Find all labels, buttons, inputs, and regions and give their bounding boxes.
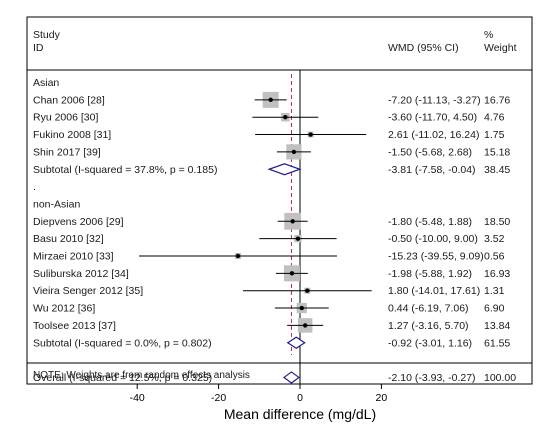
study-label: Diepvens 2006 [29]: [33, 216, 124, 228]
study-ci-text: -1.80 (-5.48, 1.88): [388, 216, 472, 228]
study-point-estimate: [290, 219, 295, 224]
subtotal-diamond: [286, 336, 306, 349]
study-weight-text: 1.31: [484, 285, 505, 297]
study-weight-text: 15.18: [484, 146, 510, 158]
study-label: Vieira Senger 2012 [35]: [33, 285, 143, 297]
study-label: Ryu 2006 [30]: [33, 112, 98, 124]
study-point-estimate: [308, 132, 313, 137]
study-ci-text: 0.44 (-6.19, 7.06): [388, 303, 469, 315]
footnote: NOTE: Weights are from random effects an…: [33, 370, 250, 381]
study-point-estimate: [302, 323, 308, 328]
study-point-estimate: [289, 271, 295, 276]
study-ci-text: -1.98 (-5.88, 1.92): [388, 268, 472, 280]
study-point-estimate: [305, 288, 310, 293]
study-label: Mirzaei 2010 [33]: [33, 251, 114, 263]
study-ci-text: -7.20 (-11.13, -3.27): [388, 94, 481, 106]
x-tick-label: -40: [130, 392, 145, 404]
study-weight-text: 6.90: [484, 303, 505, 315]
overall-diamond: [282, 371, 300, 384]
study-point-estimate: [295, 236, 301, 241]
study-label: Shin 2017 [39]: [33, 146, 101, 158]
subtotal-diamond: [267, 163, 302, 176]
subgroup-heading: Asian: [33, 77, 59, 89]
header-study: Study: [33, 29, 61, 41]
study-weight-text: 16.93: [484, 268, 510, 280]
subtotal-weight-text: 61.55: [484, 337, 510, 349]
study-weight-text: 1.75: [484, 129, 505, 141]
subtotal-label: Subtotal (I-squared = 0.0%, p = 0.802): [33, 337, 212, 349]
overall-ci-text: -2.10 (-3.93, -0.27): [388, 372, 476, 384]
study-weight-text: 16.76: [484, 94, 510, 106]
study-weight-text: 0.56: [484, 251, 505, 263]
x-tick-label: 20: [376, 392, 388, 404]
study-point-estimate: [299, 305, 304, 311]
study-label: Basu 2010 [32]: [33, 233, 104, 245]
study-ci-text: -0.50 (-10.00, 9.00): [388, 233, 478, 245]
study-point-estimate: [268, 97, 273, 103]
study-point-estimate: [283, 115, 288, 120]
overall-label: Overall (I-squared = 12.5%, p = 0.325): [33, 372, 212, 384]
header-ci: WMD (95% CI): [388, 42, 459, 54]
subtotal-ci-text: -3.81 (-7.58, -0.04): [388, 164, 476, 176]
subgroup-heading: non-Asian: [33, 198, 80, 210]
study-label: Wu 2012 [36]: [33, 303, 95, 315]
spacer-dot: .: [33, 355, 36, 367]
study-label: Chan 2006 [28]: [33, 94, 105, 106]
spacer-dot: .: [33, 181, 36, 193]
x-tick-label: -20: [211, 392, 226, 404]
study-weight-text: 18.50: [484, 216, 510, 228]
study-ci-text: 1.27 (-3.16, 5.70): [388, 320, 469, 332]
overall-weight-text: 100.00: [484, 372, 516, 384]
study-weight-text: 3.52: [484, 233, 505, 245]
study-label: Toolsee 2013 [37]: [33, 320, 116, 332]
study-ci-text: -3.60 (-11.70, 4.50): [388, 112, 477, 124]
header-percent: %: [484, 29, 493, 41]
subtotal-weight-text: 38.45: [484, 164, 510, 176]
study-label: Fukino 2008 [31]: [33, 129, 111, 141]
study-ci-text: -15.23 (-39.55, 9.09): [388, 251, 484, 263]
x-axis-label: Mean difference (mg/dL): [224, 406, 376, 422]
study-weight-text: 4.76: [484, 112, 505, 124]
header-weight: Weight: [484, 42, 517, 54]
header-id: ID: [33, 42, 44, 54]
x-tick-label: 0: [297, 392, 303, 404]
study-ci-text: -1.50 (-5.68, 2.68): [388, 146, 472, 158]
study-weight-text: 13.84: [484, 320, 510, 332]
study-point-estimate: [235, 253, 241, 259]
study-label: Suliburska 2012 [34]: [33, 268, 129, 280]
subtotal-label: Subtotal (I-squared = 37.8%, p = 0.185): [33, 164, 217, 176]
study-ci-text: 1.80 (-14.01, 17.61): [388, 285, 480, 297]
study-ci-text: 2.61 (-11.02, 16.24): [388, 129, 479, 141]
subtotal-ci-text: -0.92 (-3.01, 1.16): [388, 337, 472, 349]
study-point-estimate: [291, 149, 297, 155]
